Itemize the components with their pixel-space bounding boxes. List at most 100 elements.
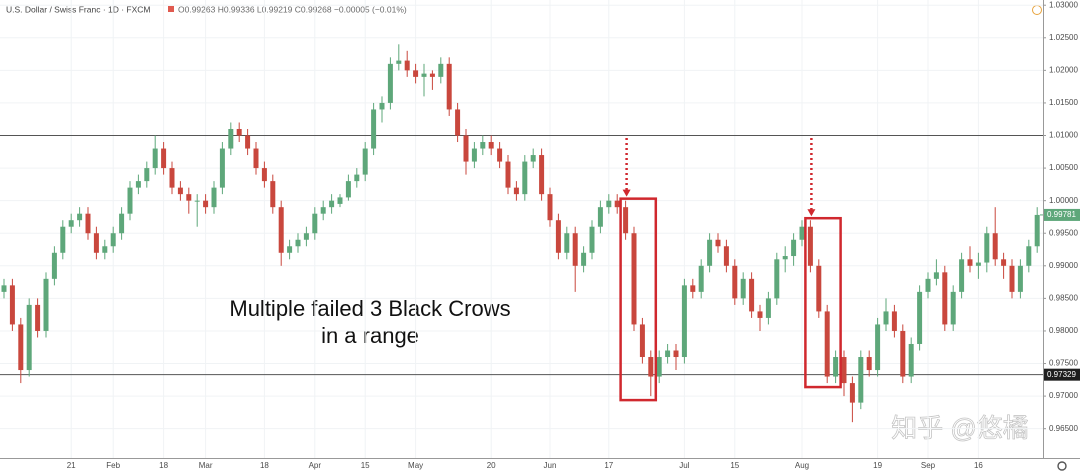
candle-body [194,200,200,202]
candle-body [992,233,998,260]
x-tick-label: Aug [795,461,809,470]
candle-body [60,226,66,253]
candle-body [522,161,528,195]
x-tick-label: 17 [604,461,613,470]
candle-body [161,148,167,169]
candle-body [9,285,15,325]
candle-body [278,207,284,253]
candle-body [379,102,385,110]
candle-body [413,70,419,77]
arrow-head [622,189,631,197]
candle-body [816,265,822,312]
candle-body [77,213,83,221]
x-tick-label: Mar [199,461,213,470]
candle-body [429,73,435,77]
candle-body [295,239,301,247]
arrow-head [807,209,816,217]
y-tick-label: 1.01500 [1049,98,1078,107]
candle-body [807,226,813,266]
candle-body [203,200,209,208]
candle-body [606,200,612,208]
candle-body [354,174,360,182]
x-tick-label: Feb [106,461,120,470]
candle-body [219,148,225,188]
candle-body [261,168,267,182]
candle-body [908,343,914,377]
candle-body [555,220,561,253]
candle-body [505,161,511,188]
highlight-box [804,216,842,389]
candle-body [404,60,410,71]
candle-body [497,148,503,162]
candle-body [539,155,545,195]
candle-body [933,272,939,279]
last-price-bg [1044,208,1080,221]
candle-body [707,239,713,266]
candle-body [438,63,444,77]
x-tick-label: 15 [361,461,370,470]
candle-body [135,181,141,188]
x-tick-label: May [408,461,423,470]
candle-body [236,128,242,136]
candle-body [681,285,687,358]
y-tick-label: 0.96500 [1049,424,1078,433]
candle-body [144,168,150,182]
candle-body [421,73,427,77]
candle-body [900,330,906,377]
candle-body [253,148,259,169]
y-tick-label: 1.01000 [1049,131,1078,140]
candle-body [312,213,318,234]
y-tick-label: 0.98500 [1049,293,1078,302]
candle-body [597,207,603,227]
candle-body [824,311,830,377]
ohlc-readout: O0.99263 H0.99336 L0.99219 C0.99268 −0.0… [178,4,407,14]
candle-body [581,252,587,266]
y-tick-label: 1.02500 [1049,33,1078,42]
candle-body [690,285,696,292]
candle-body [119,213,125,234]
candle-body [891,311,897,331]
candle-body [85,213,91,234]
x-tick-label: 16 [974,461,983,470]
x-tick-label: Apr [309,461,322,470]
candle-body [967,259,973,266]
x-tick-label: Sep [921,461,936,470]
candle-body [396,60,402,64]
candle-body [656,357,662,377]
candle-body [211,187,217,208]
y-tick-label: 0.99500 [1049,228,1078,237]
candle-body [774,259,780,299]
candle-body [270,181,276,208]
x-tick-label: 19 [873,461,882,470]
candle-body [1026,246,1032,266]
candle-body [665,350,671,358]
x-tick-label: 18 [159,461,168,470]
last-price-label: 0.99781 [1047,210,1076,219]
candle-body [841,357,847,384]
watermark: 知乎 @悠橘 [891,413,1029,443]
candle-body [530,155,536,162]
candle-body [51,252,57,279]
candle-body [673,350,679,358]
candle-body [228,128,234,149]
candle-body [698,265,704,292]
candle-body [572,233,578,266]
candle-body [446,63,452,110]
candle-body [513,187,519,195]
candle-body [1017,265,1023,292]
settings-icon[interactable] [1057,461,1067,471]
candle-body [799,226,805,240]
candle-body [463,135,469,162]
candle-body [1,285,7,292]
candle-body [723,246,729,266]
price-label: 0.97329 [1047,370,1076,379]
candle-body [950,291,956,325]
x-tick-label: 18 [260,461,269,470]
y-tick-label: 0.99000 [1049,261,1078,270]
candle-body [757,311,763,318]
candle-body [984,233,990,263]
candle-body [152,148,158,169]
candle-body [1034,214,1040,247]
candle-body [765,298,771,318]
